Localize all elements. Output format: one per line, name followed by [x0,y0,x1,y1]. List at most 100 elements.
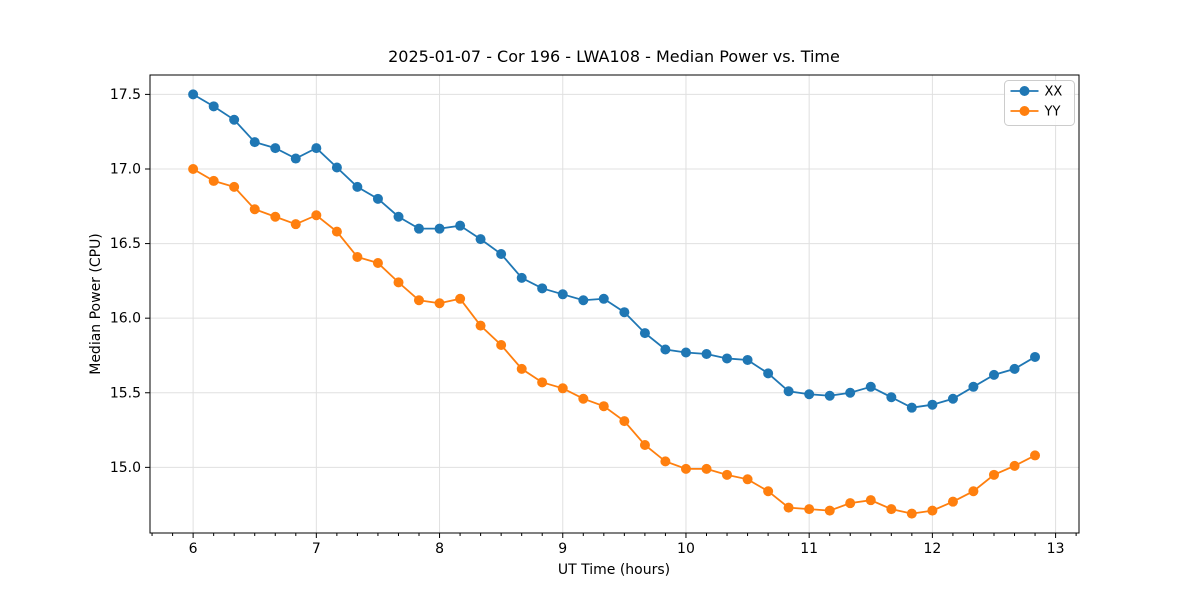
data-point-xx [906,402,917,413]
data-point-xx [331,162,342,173]
y-tick-label: 17.0 [110,161,141,177]
data-point-yy [331,226,342,237]
data-point-yy [188,163,199,174]
series-layer [188,89,1041,519]
data-point-yy [496,340,507,351]
x-axis-label: UT Time (hours) [558,562,670,578]
y-tick-label: 15.0 [110,460,141,476]
data-point-yy [783,502,794,513]
data-point-xx [804,389,815,400]
data-point-yy [229,181,240,192]
data-point-xx [352,181,363,192]
x-tick-label: 6 [189,541,198,557]
series-line-xx [192,93,1036,409]
data-point-yy [455,293,466,304]
axis-layer: 6 7 8 9 10 11 12 13 15.0 15.5 16.0 16.5 17.0 17.5 [110,74,1080,557]
data-point-xx [886,392,897,403]
data-point-xx [763,368,774,379]
data-point-yy [865,495,876,506]
data-point-xx [1009,363,1020,374]
grid-layer [150,75,1079,533]
data-point-xx [434,223,445,234]
data-point-yy [372,257,383,268]
data-point-yy [701,463,712,474]
chart-title: 2025-01-07 - Cor 196 - LWA108 - Median P… [388,47,840,66]
y-tick-label: 16.5 [110,236,141,252]
data-point-xx [516,272,527,283]
data-point-yy [557,383,568,394]
data-point-xx [988,369,999,380]
data-point-xx [783,386,794,397]
y-tick-label: 17.5 [110,87,141,103]
data-point-xx [578,295,589,306]
data-point-xx [249,137,260,148]
legend-sample-marker-xx [1019,86,1030,96]
data-point-xx [455,220,466,231]
data-point-xx [270,143,281,154]
x-tick-label: 11 [800,541,818,557]
data-point-yy [968,486,979,497]
data-point-yy [824,505,835,516]
data-point-yy [270,211,281,222]
data-point-xx [311,143,322,154]
data-point-xx [1030,351,1041,362]
data-point-xx [496,249,507,260]
legend-box [1004,80,1075,126]
data-point-xx [968,381,979,392]
legend-sample-marker-yy [1019,106,1030,116]
data-point-yy [660,456,671,467]
data-point-xx [701,348,712,359]
data-point-xx [208,101,219,112]
y-tick-label: 15.5 [110,385,141,401]
data-point-xx [290,153,301,164]
legend-label-xx: XX [1045,85,1063,100]
x-tick-label: 12 [923,541,941,557]
data-point-yy [619,416,630,427]
data-point-xx [188,89,199,100]
data-point-xx [680,347,691,358]
data-point-yy [208,175,219,186]
data-point-xx [947,393,958,404]
data-point-xx [413,223,424,234]
data-point-xx [598,293,609,304]
data-point-yy [886,504,897,515]
data-point-xx [393,211,404,222]
data-point-xx [845,387,856,398]
data-point-xx [537,283,548,294]
data-point-yy [413,295,424,306]
data-point-xx [721,353,732,364]
data-point-yy [249,204,260,215]
x-tick-label: 8 [435,541,444,557]
data-point-yy [290,219,301,230]
data-point-xx [865,381,876,392]
data-point-xx [660,344,671,355]
y-axis-label: Median Power (CPU) [88,233,104,375]
data-point-xx [475,234,486,245]
data-point-yy [578,393,589,404]
y-tick-label: 16.0 [110,311,141,327]
data-point-yy [947,496,958,507]
series-line-yy [192,168,1036,515]
data-point-yy [1009,460,1020,471]
data-point-yy [475,320,486,331]
legend: XX YY [1004,80,1075,126]
x-tick-label: 7 [312,541,321,557]
data-point-yy [845,498,856,509]
data-point-yy [352,252,363,263]
data-point-xx [927,399,938,410]
data-point-yy [742,474,753,485]
data-point-yy [1030,450,1041,461]
data-point-yy [721,469,732,480]
legend-label-yy: YY [1044,105,1061,120]
data-point-yy [804,504,815,515]
x-tick-label: 9 [558,541,567,557]
x-tick-label: 10 [677,541,695,557]
data-point-xx [372,193,383,204]
data-point-yy [311,210,322,221]
data-point-xx [557,289,568,300]
x-tick-label: 13 [1047,541,1065,557]
data-point-yy [927,505,938,516]
data-point-xx [639,328,650,339]
data-point-xx [742,354,753,365]
